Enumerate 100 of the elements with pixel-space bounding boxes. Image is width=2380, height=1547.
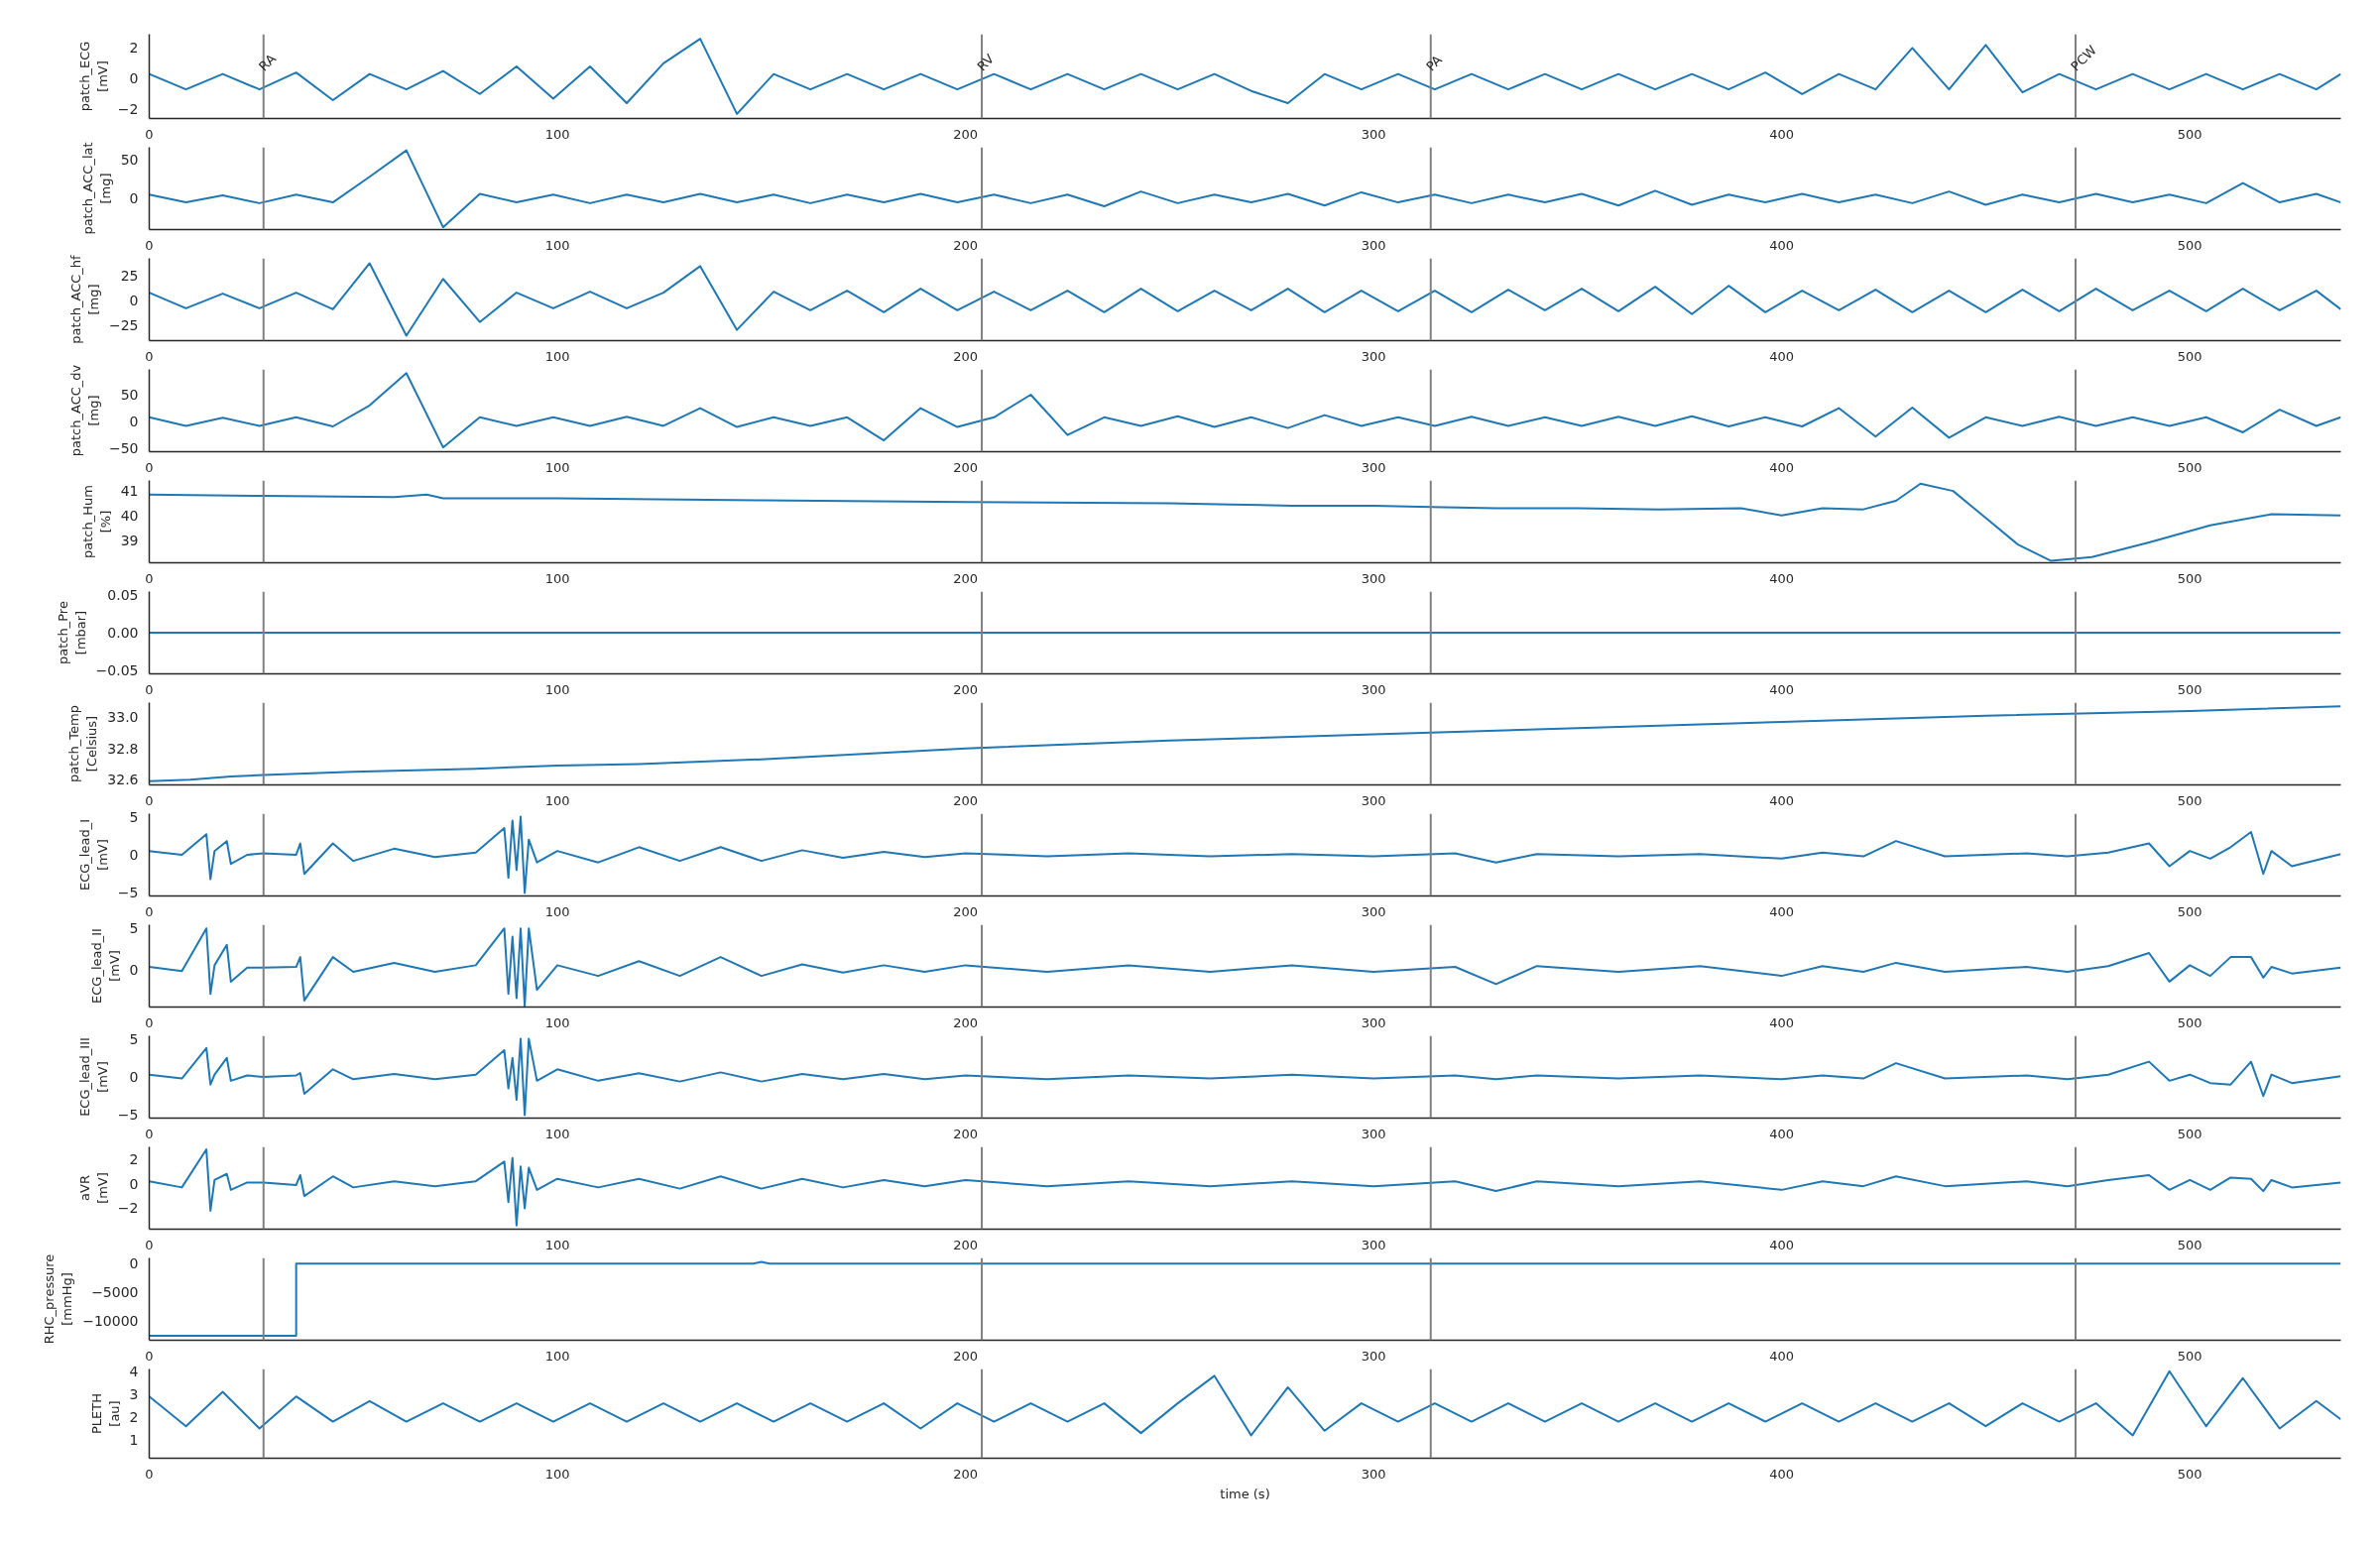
x-tick-label: 200 bbox=[953, 348, 979, 364]
y-tick-label: 0 bbox=[129, 292, 139, 308]
x-tick-label: 500 bbox=[2177, 792, 2202, 808]
x-tick-label: 200 bbox=[953, 1466, 979, 1482]
y-tick-label: 0 bbox=[129, 1069, 139, 1085]
x-tick-label: 300 bbox=[1361, 126, 1386, 142]
y-tick-label: −5 bbox=[117, 1107, 139, 1124]
y-axis-title: patch_Temp [Celsius] bbox=[66, 705, 100, 782]
x-tick-label: 200 bbox=[953, 1014, 979, 1030]
x-tick-label: 0 bbox=[145, 459, 154, 475]
x-tick-label: 300 bbox=[1361, 348, 1386, 364]
y-tick-label: 0 bbox=[129, 961, 139, 978]
x-tick-label: 300 bbox=[1361, 237, 1386, 253]
x-tick-label: 0 bbox=[145, 126, 154, 142]
y-tick-label: 0 bbox=[129, 190, 139, 207]
y-axis-title: patch_ECG [mV] bbox=[76, 41, 110, 112]
y-tick-label: 0 bbox=[129, 414, 139, 430]
y-tick-label: 2 bbox=[129, 1150, 139, 1167]
x-tick-label: 400 bbox=[1769, 792, 1795, 808]
x-tick-label: 100 bbox=[544, 348, 570, 364]
y-tick-label: 0.05 bbox=[107, 587, 139, 604]
y-axis-title: RHC_pressure [mmHg] bbox=[42, 1253, 75, 1345]
x-tick-label: 100 bbox=[544, 237, 570, 253]
x-tick-label: 0 bbox=[145, 1348, 154, 1364]
x-tick-label: 100 bbox=[544, 1237, 570, 1252]
x-tick-label: 400 bbox=[1769, 681, 1795, 697]
x-tick-label: 200 bbox=[953, 1348, 979, 1364]
x-tick-label: 0 bbox=[145, 348, 154, 364]
y-tick-label: 3 bbox=[129, 1385, 139, 1402]
x-tick-label: 400 bbox=[1769, 1348, 1795, 1364]
x-tick-label: 200 bbox=[953, 903, 979, 919]
x-tick-label: 500 bbox=[2177, 1237, 2202, 1252]
y-tick-label: 32.6 bbox=[107, 772, 139, 788]
y-tick-label: 0 bbox=[129, 1255, 139, 1272]
x-tick-label: 200 bbox=[953, 570, 979, 586]
y-tick-label: 0 bbox=[129, 1175, 139, 1192]
y-tick-label: −50 bbox=[108, 440, 139, 457]
y-tick-label: 0.00 bbox=[107, 625, 139, 641]
y-tick-label: 1 bbox=[129, 1432, 139, 1449]
y-axis-title: patch_Hum [%] bbox=[79, 485, 113, 558]
x-tick-label: 500 bbox=[2177, 459, 2202, 475]
y-axis-title: ECG_lead_III [mV] bbox=[76, 1037, 110, 1117]
x-tick-label: 200 bbox=[953, 237, 979, 253]
x-tick-label: 500 bbox=[2177, 1348, 2202, 1364]
y-tick-label: 5 bbox=[129, 808, 139, 825]
x-tick-label: 100 bbox=[544, 681, 570, 697]
x-tick-label: 200 bbox=[953, 1237, 979, 1252]
x-tick-label: 300 bbox=[1361, 792, 1386, 808]
x-tick-label: 100 bbox=[544, 1014, 570, 1030]
x-tick-label: 400 bbox=[1769, 348, 1795, 364]
y-tick-label: 50 bbox=[120, 387, 139, 403]
x-tick-label: 200 bbox=[953, 792, 979, 808]
x-tick-label: 300 bbox=[1361, 1348, 1386, 1364]
y-axis-title: patch_ACC_hf [mg] bbox=[67, 254, 101, 344]
y-tick-label: 4 bbox=[129, 1363, 139, 1379]
x-tick-label: 0 bbox=[145, 903, 154, 919]
x-tick-label: 100 bbox=[544, 1466, 570, 1482]
x-tick-label: 100 bbox=[544, 903, 570, 919]
x-tick-label: 300 bbox=[1361, 681, 1386, 697]
x-tick-label: 0 bbox=[145, 681, 154, 697]
y-axis-title: ECG_lead_II [mV] bbox=[88, 928, 122, 1004]
y-tick-label: 0 bbox=[129, 847, 139, 863]
x-tick-label: 300 bbox=[1361, 1466, 1386, 1482]
y-tick-label: 5 bbox=[129, 1030, 139, 1047]
x-tick-label: 200 bbox=[953, 126, 979, 142]
y-tick-label: −2 bbox=[117, 1200, 139, 1217]
ref-line-label: PA bbox=[1423, 52, 1446, 74]
ref-line-label: RV bbox=[974, 51, 998, 74]
x-tick-label: 300 bbox=[1361, 459, 1386, 475]
x-tick-label: 500 bbox=[2177, 348, 2202, 364]
x-tick-label: 100 bbox=[544, 792, 570, 808]
x-tick-label: 500 bbox=[2177, 903, 2202, 919]
x-tick-label: 400 bbox=[1769, 126, 1795, 142]
x-tick-label: 0 bbox=[145, 237, 154, 253]
x-tick-label: 0 bbox=[145, 1237, 154, 1252]
x-tick-label: 500 bbox=[2177, 570, 2202, 586]
x-tick-label: 400 bbox=[1769, 1237, 1795, 1252]
x-tick-label: 0 bbox=[145, 1014, 154, 1030]
y-axis-title: patch_Pre [mbar] bbox=[55, 601, 88, 664]
x-tick-label: 300 bbox=[1361, 570, 1386, 586]
y-tick-label: −2 bbox=[117, 101, 139, 118]
x-tick-label: 300 bbox=[1361, 1237, 1386, 1252]
y-tick-label: −5 bbox=[117, 885, 139, 901]
x-tick-label: 300 bbox=[1361, 1014, 1386, 1030]
y-tick-label: 5 bbox=[129, 920, 139, 937]
y-axis-title: ECG_lead_I [mV] bbox=[76, 818, 110, 892]
x-tick-label: 400 bbox=[1769, 570, 1795, 586]
y-tick-label: −10000 bbox=[82, 1312, 139, 1329]
x-tick-label: 400 bbox=[1769, 1126, 1795, 1141]
x-tick-label: 100 bbox=[544, 459, 570, 475]
x-tick-label: 200 bbox=[953, 681, 979, 697]
x-tick-label: 300 bbox=[1361, 903, 1386, 919]
y-tick-label: 0 bbox=[129, 70, 139, 87]
x-tick-label: 0 bbox=[145, 792, 154, 808]
x-tick-label: 0 bbox=[145, 1466, 154, 1482]
y-tick-label: 25 bbox=[120, 268, 139, 285]
x-tick-label: 500 bbox=[2177, 126, 2202, 142]
x-tick-label: 100 bbox=[544, 1126, 570, 1141]
x-tick-label: 400 bbox=[1769, 1014, 1795, 1030]
y-tick-label: 33.0 bbox=[107, 709, 139, 726]
